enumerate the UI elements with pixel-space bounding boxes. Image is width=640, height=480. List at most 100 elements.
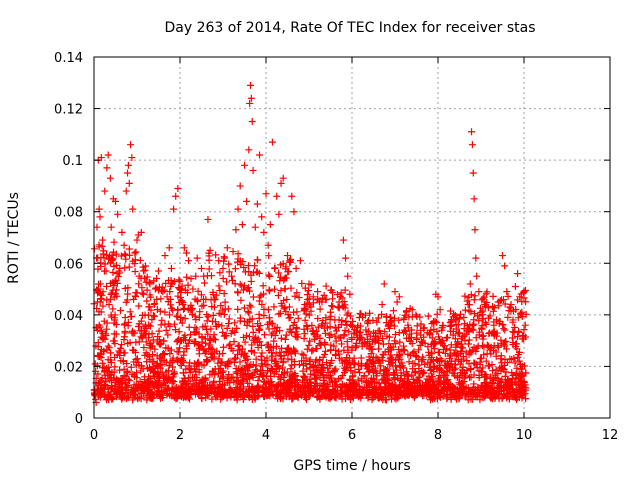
data-point-cloud [140,344,148,352]
data-point-cloud [357,333,365,341]
data-point-cloud [395,329,403,337]
data-point-cloud [161,350,169,358]
data-point-cloud [290,308,298,316]
data-point-cloud [266,392,274,400]
data-point-cloud [367,345,375,353]
data-point-cloud [475,328,483,336]
data-point-cloud [293,383,301,391]
data-point-cloud [472,393,480,401]
data-point-cloud [135,302,143,310]
data-point [137,228,145,236]
data-point [243,197,251,205]
data-point-cloud [375,345,383,353]
data-point-cloud [363,383,371,391]
data-point-cloud [342,317,350,325]
data-point-cloud [94,339,102,347]
data-point-cloud [214,369,222,377]
data-point-cloud [111,363,119,371]
data-point-cloud [465,293,473,301]
data-point-cloud [130,387,138,395]
data-point-cloud [213,322,221,330]
data-point-cloud [332,324,340,332]
data-point-cloud [195,368,203,376]
data-point-cloud [195,359,203,367]
data-point-cloud [264,367,272,375]
data-point-cloud [247,277,255,285]
data-point-cloud [249,322,257,330]
data-point-cloud [411,393,419,401]
data-point-cloud [306,364,314,372]
data-point-cloud [436,380,444,388]
data-point-cloud [131,256,139,264]
data-point-cloud [343,321,351,329]
data-point-cloud [461,337,469,345]
data-point-cloud [494,342,502,350]
data-point-cloud [276,327,284,335]
data-point-cloud [328,357,336,365]
data-point-cloud [203,272,211,280]
data-point-cloud [173,383,181,391]
data-point-cloud [133,355,141,363]
data-point-cloud [155,327,163,335]
data-point-cloud [358,342,366,350]
data-point [247,81,255,89]
data-point-cloud [248,395,256,403]
data-point [170,205,178,213]
data-point-cloud [447,307,455,315]
data-point-cloud [330,342,338,350]
data-point-cloud [388,355,396,363]
axis-ticks [93,56,611,419]
data-point-cloud [403,378,411,386]
data-point-cloud [166,311,174,319]
data-point-cloud [410,348,418,356]
data-point-cloud [378,310,386,318]
data-point-cloud [204,313,212,321]
data-point-cloud [319,366,327,374]
data-point-cloud [481,373,489,381]
data-point-cloud [204,357,212,365]
data-point-cloud [143,396,151,404]
data-point [180,244,188,252]
data-point-cloud [340,364,348,372]
data-point-cloud [230,338,238,346]
data-point-cloud [239,286,247,294]
data-point-cloud [121,264,129,272]
data-point-cloud [231,265,239,273]
data-point-cloud [176,285,184,293]
data-point-cloud [211,389,219,397]
data-point-cloud [514,314,522,322]
data-point-cloud [191,373,199,381]
data-point-cloud [160,337,168,345]
data-point-cloud [105,344,113,352]
data-point-cloud [207,325,215,333]
data-point [284,252,291,260]
data-point [472,254,480,262]
data-point-cloud [283,385,291,393]
data-point-cloud [350,385,358,393]
data-point-cloud [255,326,263,334]
data-point-cloud [406,304,414,312]
data-point [97,154,105,162]
data-point-cloud [143,358,151,366]
data-point-cloud [470,343,478,351]
data-point-cloud [173,356,181,364]
data-point-cloud [336,334,344,342]
data-point-cloud [409,360,417,368]
data-point-cloud [408,326,416,334]
data-point-cloud [225,315,233,323]
data-point-cloud [477,367,485,375]
data-point-cloud [102,332,110,340]
data-point-cloud [179,385,187,393]
data-point-cloud [446,319,454,327]
data-point-cloud [145,334,153,342]
data-point-cloud [107,356,115,364]
data-point [273,192,281,200]
data-point-cloud [358,374,366,382]
data-point [380,280,388,288]
data-point-cloud [395,353,403,361]
data-point-cloud [208,345,216,353]
data-point-cloud [283,386,291,394]
data-point-cloud [424,343,432,351]
data-point-cloud [451,350,459,358]
data-point [275,210,283,218]
